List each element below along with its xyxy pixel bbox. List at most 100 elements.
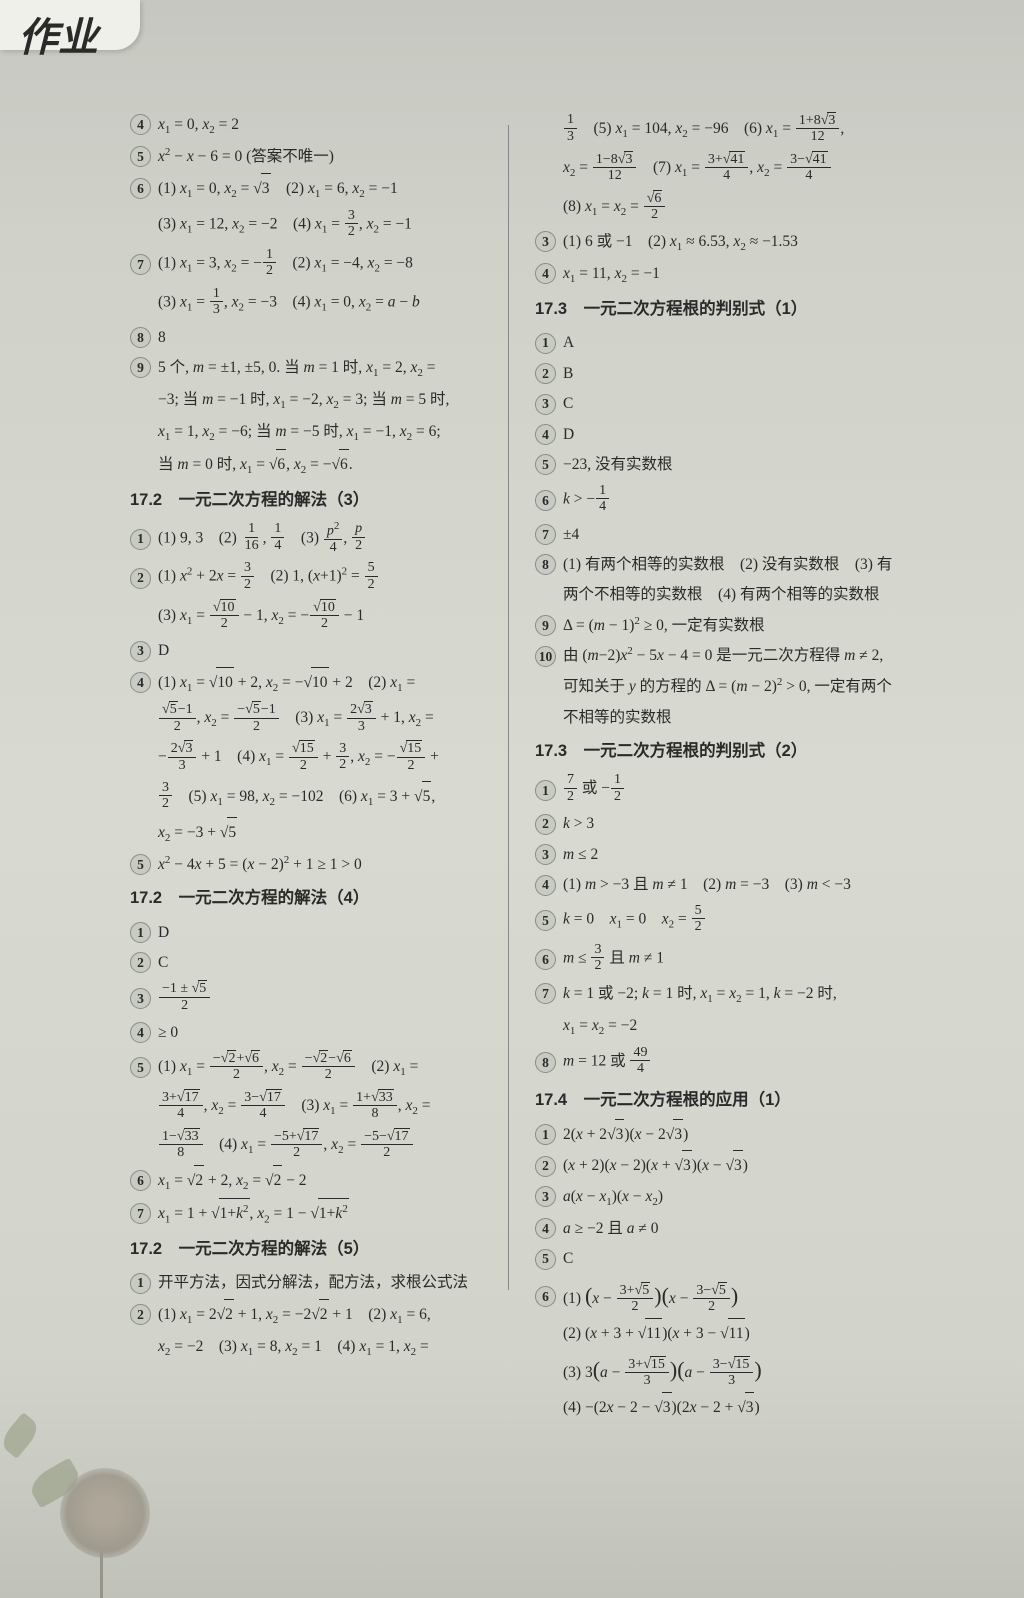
item-num: 6 (130, 178, 151, 199)
answer-text: a ≥ −2 且 a ≠ 0 (563, 1214, 659, 1243)
item-num: 5 (130, 1057, 151, 1078)
answer-text: x2 = −3 + 5 (158, 817, 237, 849)
item-num: 5 (130, 854, 151, 875)
item-num: 5 (535, 454, 556, 475)
item-num: 8 (130, 327, 151, 348)
answer-text: x1 = 11, x2 = −1 (563, 259, 660, 290)
item-num: 3 (535, 1186, 556, 1207)
answer-text: (1) x1 = −2+62, x2 = −2−62 (2) x1 = (158, 1051, 418, 1084)
item-num: 7 (130, 1203, 151, 1224)
item-num: 5 (535, 910, 556, 931)
answer-text: a(x − x1)(x − x2) (563, 1182, 663, 1213)
item-num: 4 (130, 1022, 151, 1043)
answer-text: m ≤ 32 且 m ≠ 1 (563, 943, 664, 975)
answer-text: 8 (158, 323, 166, 352)
answer-text: k = 0 x1 = 0 x2 = 52 (563, 904, 706, 936)
item-num: 6 (535, 1286, 556, 1307)
answer-text: m = 12 或 494 (563, 1046, 651, 1078)
answer-text: 1−338 (4) x1 = −5+172, x2 = −5−172 (158, 1129, 414, 1162)
answer-text: x1 = 0, x2 = 2 (158, 110, 239, 141)
answer-text: (1) (x − 3+52)(x − 3−52) (563, 1275, 738, 1317)
item-num: 2 (130, 568, 151, 589)
item-num: 7 (130, 254, 151, 275)
item-num: 2 (130, 1304, 151, 1325)
answer-text: x1 = 1, x2 = −6; 当 m = −5 时, x1 = −1, x2… (158, 417, 441, 448)
answer-text: k = 1 或 −2; k = 1 时, x1 = x2 = 1, k = −2… (563, 979, 837, 1010)
answer-text: C (563, 389, 573, 418)
page-tab: 作业 (0, 0, 140, 50)
item-num: 6 (535, 490, 556, 511)
left-column: 4x1 = 0, x2 = 2 5x2 − x − 6 = 0 (答案不唯一) … (130, 110, 505, 1423)
page-content: 4x1 = 0, x2 = 2 5x2 − x − 6 = 0 (答案不唯一) … (130, 110, 964, 1423)
answer-text: 当 m = 0 时, x1 = 6, x2 = −6. (158, 449, 353, 481)
answer-text: 可知关于 y 的方程的 Δ = (m − 2)2 > 0, 一定有两个 (563, 672, 892, 702)
decorative-flower (0, 1348, 300, 1598)
answer-text: D (158, 918, 169, 947)
section-heading: 17.3 一元二次方程根的判别式（2） (535, 736, 910, 767)
answer-text: (8) x1 = x2 = 62 (563, 191, 666, 224)
answer-text: −233 + 1 (4) x1 = 152 + 32, x2 = −152 + (158, 741, 439, 774)
item-num: 2 (535, 814, 556, 835)
answer-text: k > 3 (563, 809, 594, 838)
tab-label: 作业 (18, 5, 98, 63)
item-num: 4 (535, 1218, 556, 1239)
answer-text: x1 = x2 = −2 (563, 1011, 637, 1042)
item-num: 8 (535, 1052, 556, 1073)
answer-text: −1 ± 52 (158, 981, 211, 1014)
item-num: 9 (535, 615, 556, 636)
item-num: 7 (535, 524, 556, 545)
item-num: 5 (130, 146, 151, 167)
answer-text: (1) x2 + 2x = 32 (2) 1, (x+1)2 = 52 (158, 561, 379, 593)
answer-text: ≥ 0 (158, 1018, 178, 1047)
answer-text: (1) 6 或 −1 (2) x1 ≈ 6.53, x2 ≈ −1.53 (563, 227, 798, 258)
item-num: 3 (535, 231, 556, 252)
item-num: 1 (130, 529, 151, 550)
answer-text: (3) 3(a − 3+153)(a − 3−153) (563, 1349, 762, 1391)
answer-text: 3+174, x2 = 3−174 (3) x1 = 1+338, x2 = (158, 1090, 431, 1123)
section-heading: 17.4 一元二次方程根的应用（1） (535, 1085, 910, 1116)
answer-text: x2 − 4x + 5 = (x − 2)2 + 1 ≥ 1 > 0 (158, 850, 362, 880)
item-num: 1 (535, 1124, 556, 1145)
answer-text: (2) (x + 3 + 11)(x + 3 − 11) (563, 1318, 750, 1348)
answer-text: (4) −(2x − 2 − 3)(2x − 2 + 3) (563, 1392, 760, 1422)
item-num: 1 (130, 1273, 151, 1294)
answer-text: C (158, 948, 168, 977)
answer-text: x2 − x − 6 = 0 (答案不唯一) (158, 142, 334, 172)
answer-text: (3) x1 = 102 − 1, x2 = −102 − 1 (158, 600, 364, 633)
item-num: 6 (535, 949, 556, 970)
answer-text: 两个不相等的实数根 (4) 有两个相等的实数根 (563, 580, 879, 609)
answer-text: (1) x1 = 22 + 1, x2 = −22 + 1 (2) x1 = 6… (158, 1299, 431, 1331)
answer-text: D (563, 420, 574, 449)
item-num: 3 (130, 988, 151, 1009)
answer-text: x1 = 2 + 2, x2 = 2 − 2 (158, 1165, 307, 1197)
answer-text: (1) x1 = 0, x2 = 3 (2) x1 = 6, x2 = −1 (158, 173, 398, 205)
item-num: 2 (535, 1156, 556, 1177)
item-num: 5 (535, 1249, 556, 1270)
item-num: 6 (130, 1170, 151, 1191)
item-num: 4 (535, 424, 556, 445)
answer-text: 5−12, x2 = −5−12 (3) x1 = 233 + 1, x2 = (158, 702, 434, 735)
item-num: 9 (130, 357, 151, 378)
answer-text: (3) x1 = 13, x2 = −3 (4) x1 = 0, x2 = a … (158, 287, 420, 319)
answer-text: (3) x1 = 12, x2 = −2 (4) x1 = 32, x2 = −… (158, 209, 412, 241)
answer-text: x1 = 1 + 1+k2, x2 = 1 − 1+k2 (158, 1198, 349, 1230)
answer-text: (1) m > −3 且 m ≠ 1 (2) m = −3 (3) m < −3 (563, 870, 851, 899)
item-num: 3 (535, 844, 556, 865)
section-heading: 17.2 一元二次方程的解法（5） (130, 1234, 505, 1265)
section-heading: 17.3 一元二次方程根的判别式（1） (535, 294, 910, 325)
answer-text: Δ = (m − 1)2 ≥ 0, 一定有实数根 (563, 611, 765, 641)
right-column: 13 (5) x1 = 104, x2 = −96 (6) x1 = 1+831… (535, 110, 910, 1423)
answer-text: 2(x + 23)(x − 23) (563, 1119, 688, 1149)
item-num: 4 (535, 875, 556, 896)
answer-text: 开平方法，因式分解法，配方法，求根公式法 (158, 1268, 468, 1297)
answer-text: x2 = 1−8312 (7) x1 = 3+414, x2 = 3−414 (563, 152, 832, 185)
answer-text: 5 个, m = ±1, ±5, 0. 当 m = 1 时, x1 = 2, x… (158, 353, 435, 384)
answer-text: C (563, 1244, 573, 1273)
answer-text: −3; 当 m = −1 时, x1 = −2, x2 = 3; 当 m = 5… (158, 385, 449, 416)
answer-text: 不相等的实数根 (563, 703, 672, 732)
answer-text: D (158, 636, 169, 665)
answer-text: (1) 9, 3 (2) 116, 14 (3) p24, p2 (158, 521, 366, 556)
answer-text: ±4 (563, 520, 579, 549)
item-num: 3 (130, 641, 151, 662)
item-num: 1 (535, 333, 556, 354)
